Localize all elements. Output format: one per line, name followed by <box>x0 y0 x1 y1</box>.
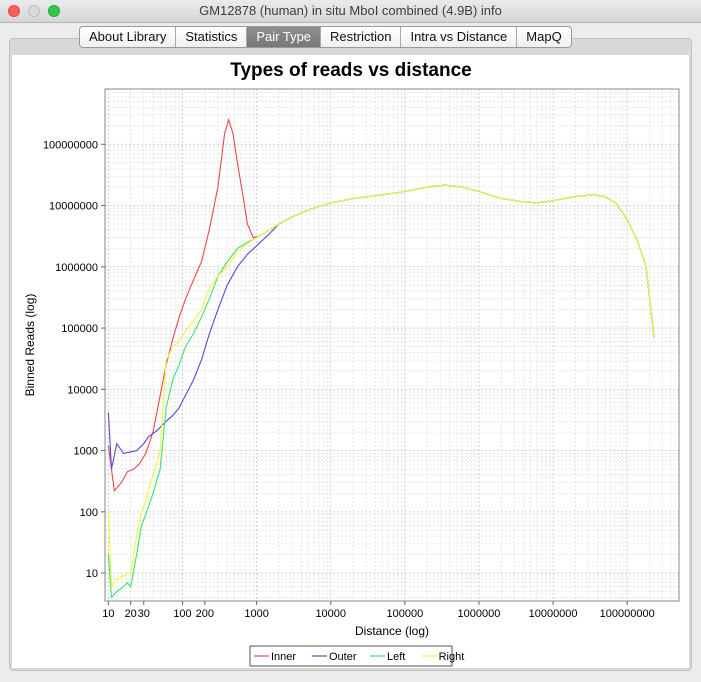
legend-label-inner: Inner <box>271 651 296 663</box>
window-title: GM12878 (human) in situ MboI combined (4… <box>199 3 502 18</box>
maximize-window-icon[interactable] <box>48 5 60 17</box>
y-tick-label: 100 <box>80 507 98 519</box>
x-tick-label: 10000 <box>315 608 346 620</box>
y-tick-label: 100000 <box>61 323 98 335</box>
tab-about-library[interactable]: About Library <box>80 27 177 47</box>
y-tick-label: 10000 <box>67 384 98 396</box>
x-axis-label: Distance (log) <box>355 624 429 638</box>
tab-pair-type[interactable]: Pair Type <box>247 27 322 47</box>
x-tick-label: 100000 <box>386 608 423 620</box>
minimize-window-icon[interactable] <box>28 5 40 17</box>
y-tick-label: 10 <box>86 568 98 580</box>
legend-label-left: Left <box>387 651 405 663</box>
tab-intra-vs-distance[interactable]: Intra vs Distance <box>401 27 518 47</box>
tab-mapq[interactable]: MapQ <box>526 29 562 44</box>
x-tick-label: 200 <box>196 608 214 620</box>
plot-border <box>104 88 680 602</box>
x-tick-label: 10000000 <box>529 608 578 620</box>
chart-title: Types of reads vs distance <box>230 60 471 81</box>
legend-label-outer: Outer <box>329 651 357 663</box>
tab-restriction[interactable]: Restriction <box>321 27 402 47</box>
x-tick-label: 30 <box>138 608 150 620</box>
window-titlebar: GM12878 (human) in situ MboI combined (4… <box>0 0 701 23</box>
legend-box <box>249 645 453 667</box>
tab-bar: About Library Statistics Pair Type Restr… <box>79 26 572 48</box>
y-tick-label: 1000 <box>74 446 98 458</box>
chart-area: Types of reads vs distance Distance (log… <box>12 55 689 668</box>
x-tick-label: 10 <box>102 608 114 620</box>
reads-vs-distance-chart: Types of reads vs distance Distance (log… <box>23 60 680 667</box>
y-tick-label: 1000000 <box>55 262 98 274</box>
legend-label-right: Right <box>439 651 465 663</box>
x-tick-label: 100 <box>173 608 191 620</box>
y-tick-label: 100000000 <box>43 139 98 151</box>
series-line-right <box>107 184 655 589</box>
y-tick-label: 10000000 <box>49 201 98 213</box>
x-tick-label: 100000000 <box>600 608 655 620</box>
x-tick-label: 1000000 <box>458 608 501 620</box>
x-tick-label: 20 <box>125 608 137 620</box>
plot-background <box>105 89 679 601</box>
y-axis-label: Binned Reads (log) <box>23 294 37 397</box>
close-window-icon[interactable] <box>8 5 20 17</box>
tab-statistics[interactable]: Statistics <box>176 27 248 47</box>
x-tick-label: 1000 <box>244 608 268 620</box>
